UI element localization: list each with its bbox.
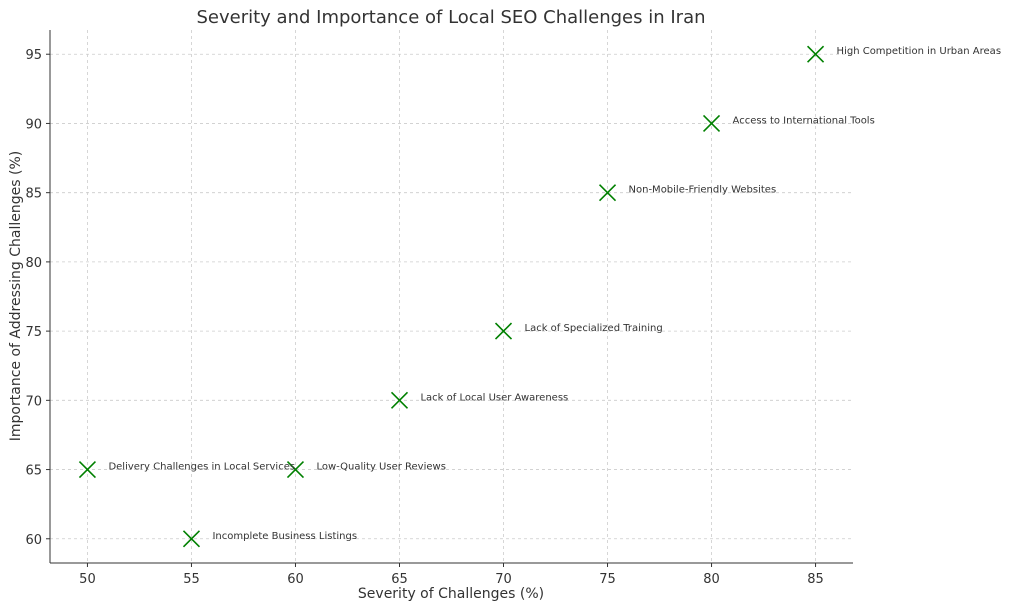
x-tick-label: 85 (807, 572, 824, 587)
grid (50, 30, 853, 563)
y-axis-label: Importance of Addressing Challenges (%) (8, 151, 24, 441)
y-tick-label: 60 (25, 533, 42, 548)
y-tick-label: 65 (25, 464, 42, 479)
y-tick-label: 90 (25, 117, 42, 132)
point-label: Lack of Specialized Training (525, 323, 663, 334)
point-label: Delivery Challenges in Local Services (108, 462, 295, 473)
x-tick-label: 80 (703, 572, 720, 587)
y-tick-label: 75 (25, 325, 42, 340)
chart-title: Severity and Importance of Local SEO Cha… (196, 7, 705, 28)
x-tick-label: 75 (599, 572, 616, 587)
data-point (286, 460, 305, 479)
x-tick-label: 70 (495, 572, 512, 587)
point-label: Lack of Local User Awareness (420, 392, 568, 403)
data-point (806, 45, 825, 63)
point-labels: High Competition in Urban Areas Access to… (108, 46, 1001, 542)
x-axis-label: Severity of Challenges (%) (358, 586, 544, 602)
x-tick-label: 60 (287, 572, 304, 587)
data-point (598, 184, 617, 202)
data-point (702, 114, 721, 133)
x-axis-ticks: 50 55 60 65 70 75 80 85 (79, 563, 824, 587)
data-point (182, 530, 201, 548)
y-tick-label: 85 (25, 187, 42, 202)
y-tick-label: 80 (25, 256, 42, 271)
x-tick-label: 50 (79, 572, 96, 587)
data-point (78, 460, 97, 479)
data-point (494, 322, 513, 340)
point-label: Access to International Tools (733, 115, 875, 126)
data-points (78, 45, 825, 548)
x-tick-label: 55 (183, 572, 200, 587)
y-tick-label: 70 (25, 394, 42, 409)
y-axis-ticks: 60 65 70 75 80 85 90 95 (25, 48, 50, 548)
data-point (390, 391, 409, 409)
point-label: Non-Mobile-Friendly Websites (629, 185, 777, 196)
axes-spines (49, 30, 853, 564)
point-label: High Competition in Urban Areas (837, 46, 1001, 57)
point-label: Low-Quality User Reviews (316, 462, 445, 473)
point-label: Incomplete Business Listings (212, 531, 357, 542)
x-tick-label: 65 (391, 572, 408, 587)
y-tick-label: 95 (25, 48, 42, 63)
